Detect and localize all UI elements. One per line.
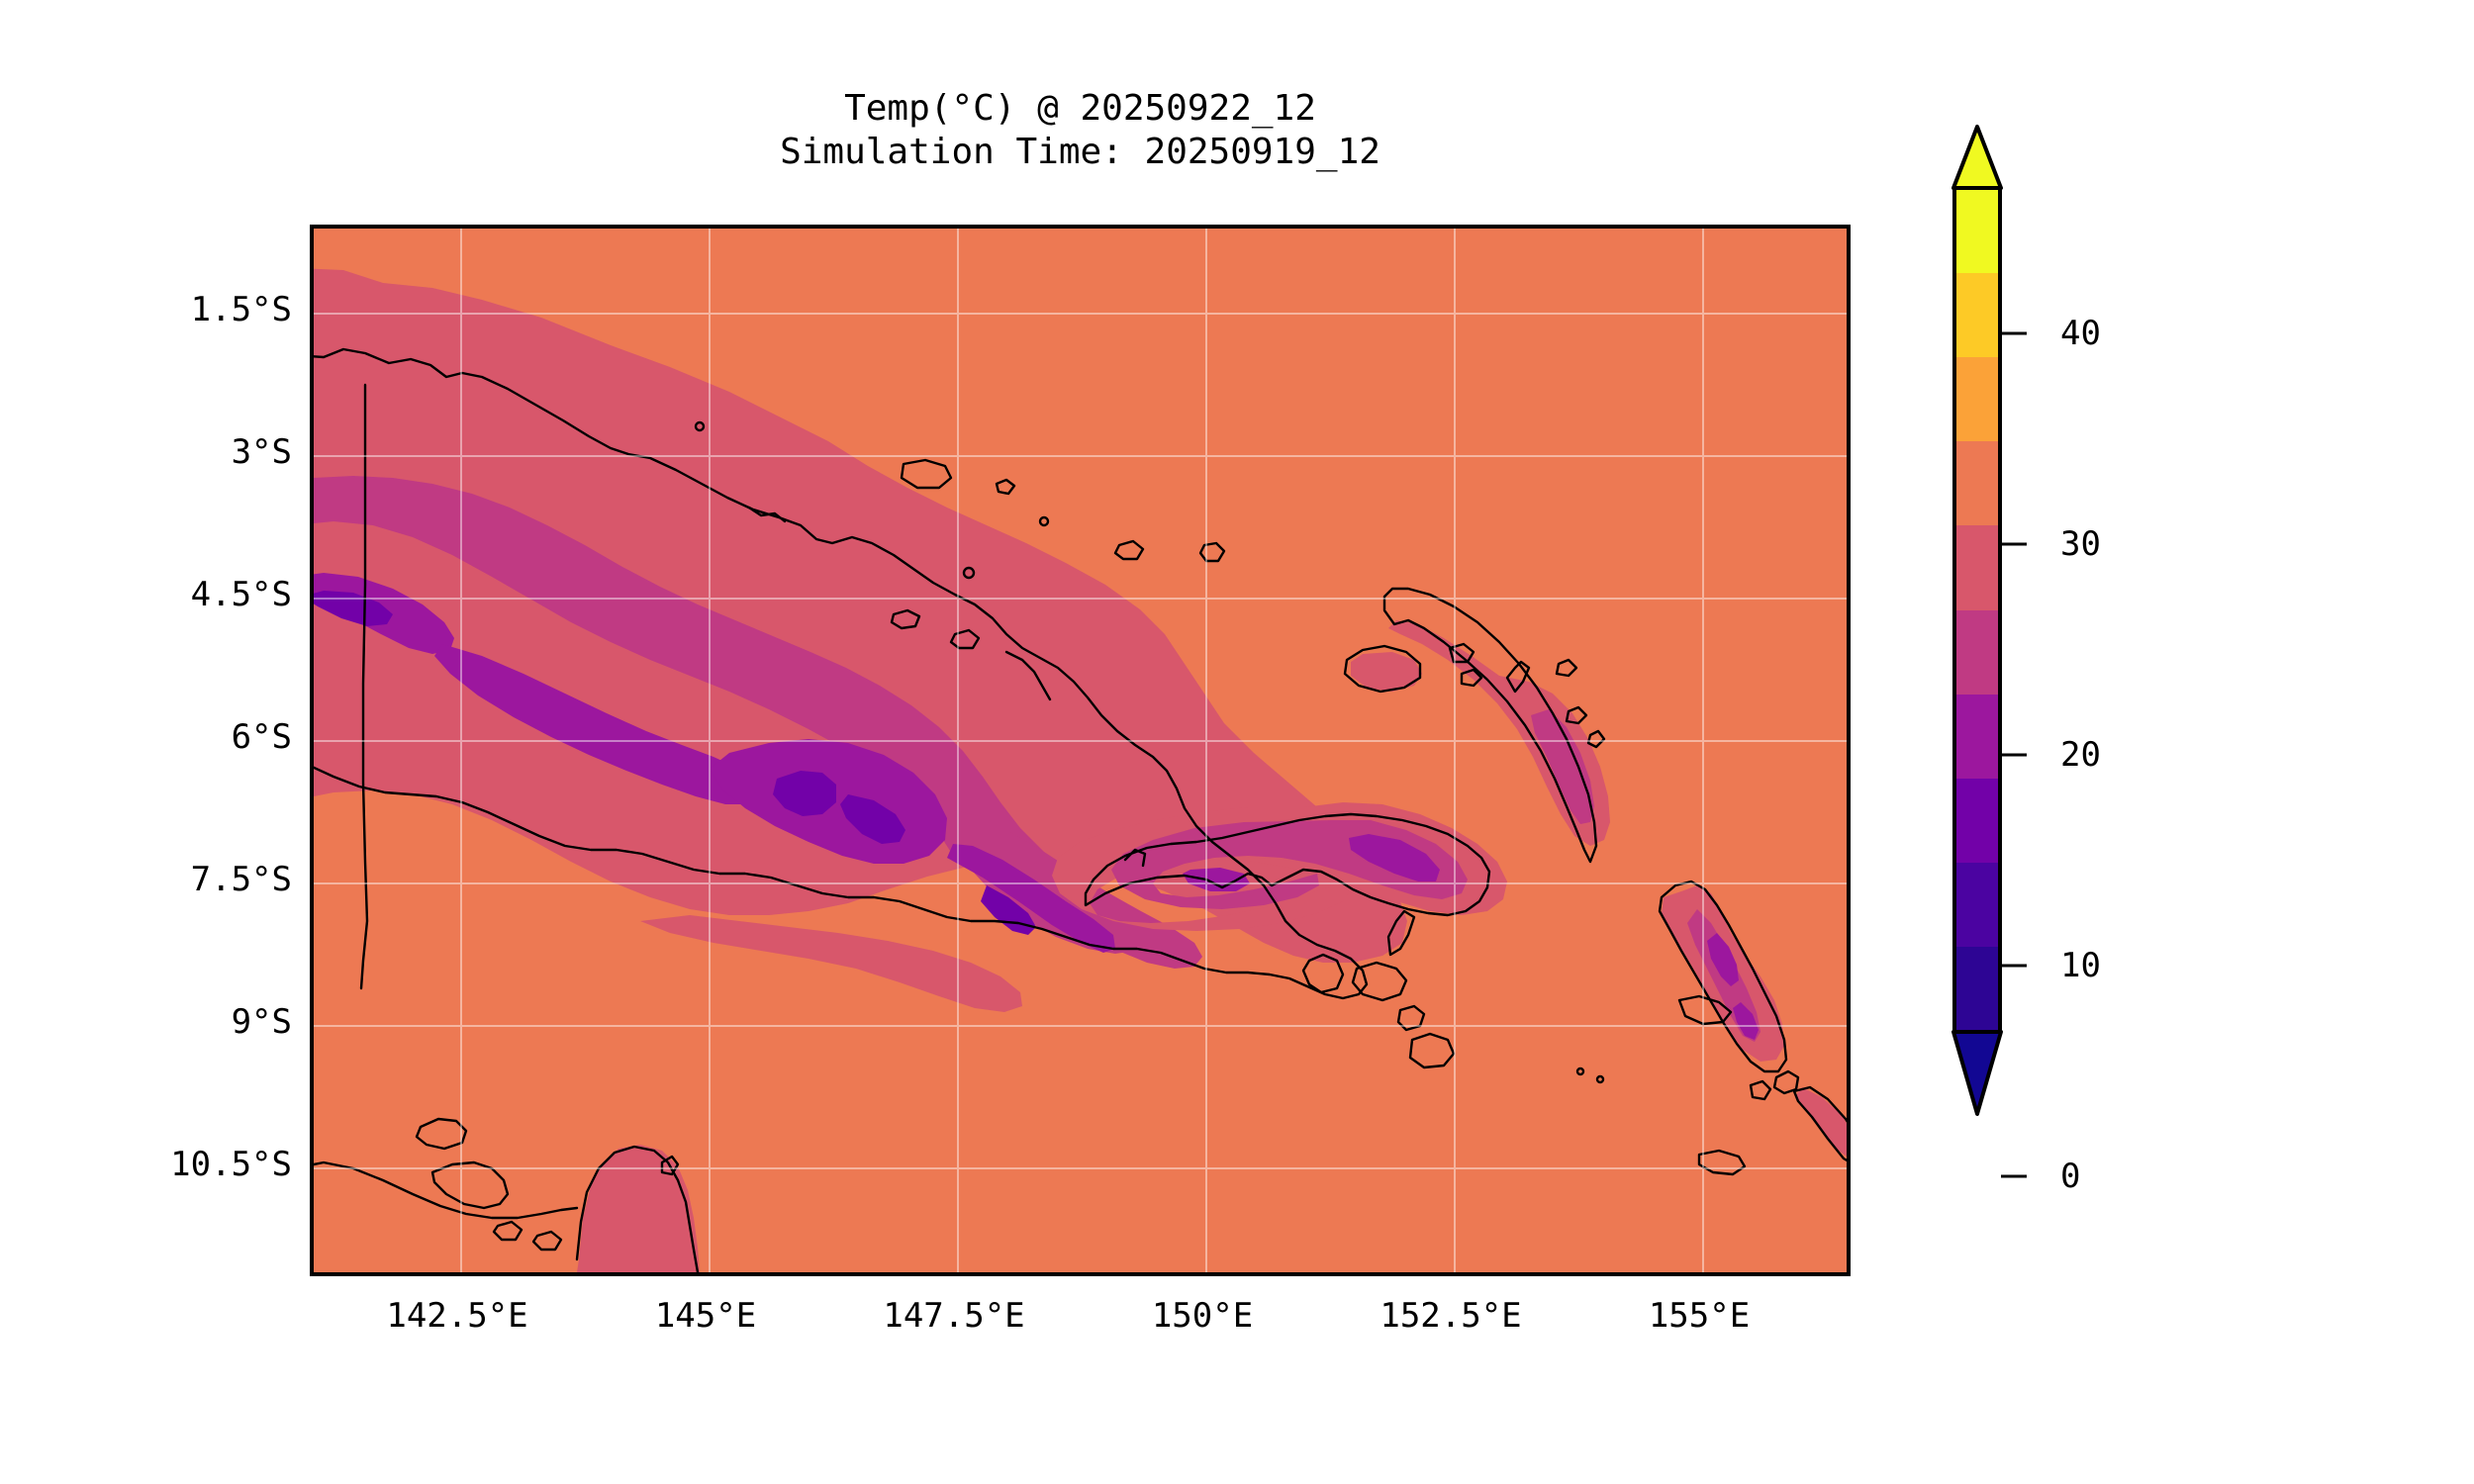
colorbar[interactable] — [1951, 125, 2003, 1311]
chart-title-block: Temp(°C) @ 20250922_12 Simulation Time: … — [310, 87, 1851, 174]
cbar-band-40-45 — [1954, 188, 2000, 273]
ytick-label-1: 1.5°S — [190, 290, 292, 329]
page-title: Temp(°C) @ 20250922_12 — [844, 88, 1316, 129]
band-20-25-cape-york — [577, 1145, 700, 1272]
band-10-15-bougainville-b — [1733, 1002, 1759, 1040]
band-5-10-peak-a — [773, 771, 836, 816]
band-20-25-choiseul — [1796, 1087, 1847, 1157]
cbar-band-25-30 — [1954, 441, 2000, 525]
ytick-label-6: 9°S — [231, 1002, 292, 1042]
cbar-tick-label-10: 10 — [2060, 946, 2101, 985]
xtick-label-3: 147.5°E — [883, 1296, 1025, 1336]
band-20-25-new-ireland — [1388, 620, 1610, 846]
band-10-15-new-britain — [1349, 834, 1440, 881]
cbar-tick-label-40: 40 — [2060, 314, 2101, 353]
band-20-25-south-coast — [640, 915, 1022, 1012]
cbar-tick-label-20: 20 — [2060, 735, 2101, 775]
cbar-tick-label-30: 30 — [2060, 524, 2101, 564]
cbar-tick-label-0: 0 — [2060, 1157, 2081, 1196]
map-plot-area[interactable] — [310, 225, 1851, 1276]
cbar-band-30-35 — [1954, 357, 2000, 441]
band-20-25-mainland — [314, 268, 1407, 963]
ytick-label-5: 7.5°S — [190, 860, 292, 899]
colorbar-gradient — [1951, 125, 2003, 1116]
gridline-layer — [314, 229, 1847, 1272]
ytick-label-3: 4.5°S — [190, 575, 292, 614]
cbar-band-5-10 — [1954, 779, 2000, 863]
xtick-label-4: 150°E — [1151, 1296, 1254, 1336]
cbar-tick-mark-0 — [2001, 1174, 2027, 1178]
band-10-15-bougainville — [1707, 933, 1739, 986]
colorbar-under-arrow — [1951, 1030, 2003, 1116]
colorbar-over-arrow — [1951, 125, 2003, 190]
cbar-band-minus5-0 — [1954, 947, 2000, 1032]
band-5-10-peak-b — [840, 794, 905, 844]
ytick-label-7: 10.5°S — [170, 1145, 292, 1184]
xtick-label-5: 152.5°E — [1380, 1296, 1522, 1336]
cbar-tick-mark-40 — [2001, 331, 2027, 335]
xtick-label-6: 155°E — [1648, 1296, 1751, 1336]
band-10-15-core-se — [947, 844, 1115, 953]
cbar-tick-mark-20 — [2001, 753, 2027, 757]
band-5-10-peak-d — [981, 885, 1036, 935]
cbar-band-0-5 — [1954, 863, 2000, 947]
ytick-label-2: 3°S — [231, 432, 292, 472]
band-5-10-peak-c — [314, 591, 393, 626]
band-15-20-new-ireland — [1531, 709, 1594, 824]
band-10-15-new-britain-b — [1183, 868, 1250, 891]
cbar-band-20-25 — [1954, 525, 2000, 610]
cbar-tick-mark-30 — [2001, 542, 2027, 546]
band-10-15-core-central — [434, 644, 761, 804]
xtick-label-1: 142.5°E — [386, 1296, 528, 1336]
cbar-band-35-40 — [1954, 273, 2000, 357]
cbar-tick-mark-10 — [2001, 964, 2027, 968]
xtick-label-2: 145°E — [654, 1296, 757, 1336]
cbar-band-15-20 — [1954, 610, 2000, 695]
chart-subtitle: Simulation Time: 20250919_12 — [780, 132, 1380, 172]
cbar-band-10-15 — [1954, 695, 2000, 779]
coastline-layer — [314, 347, 1847, 1272]
temperature-contour-map — [314, 229, 1847, 1272]
ytick-label-4: 6°S — [231, 717, 292, 757]
band-20-25-manus — [1351, 652, 1422, 692]
